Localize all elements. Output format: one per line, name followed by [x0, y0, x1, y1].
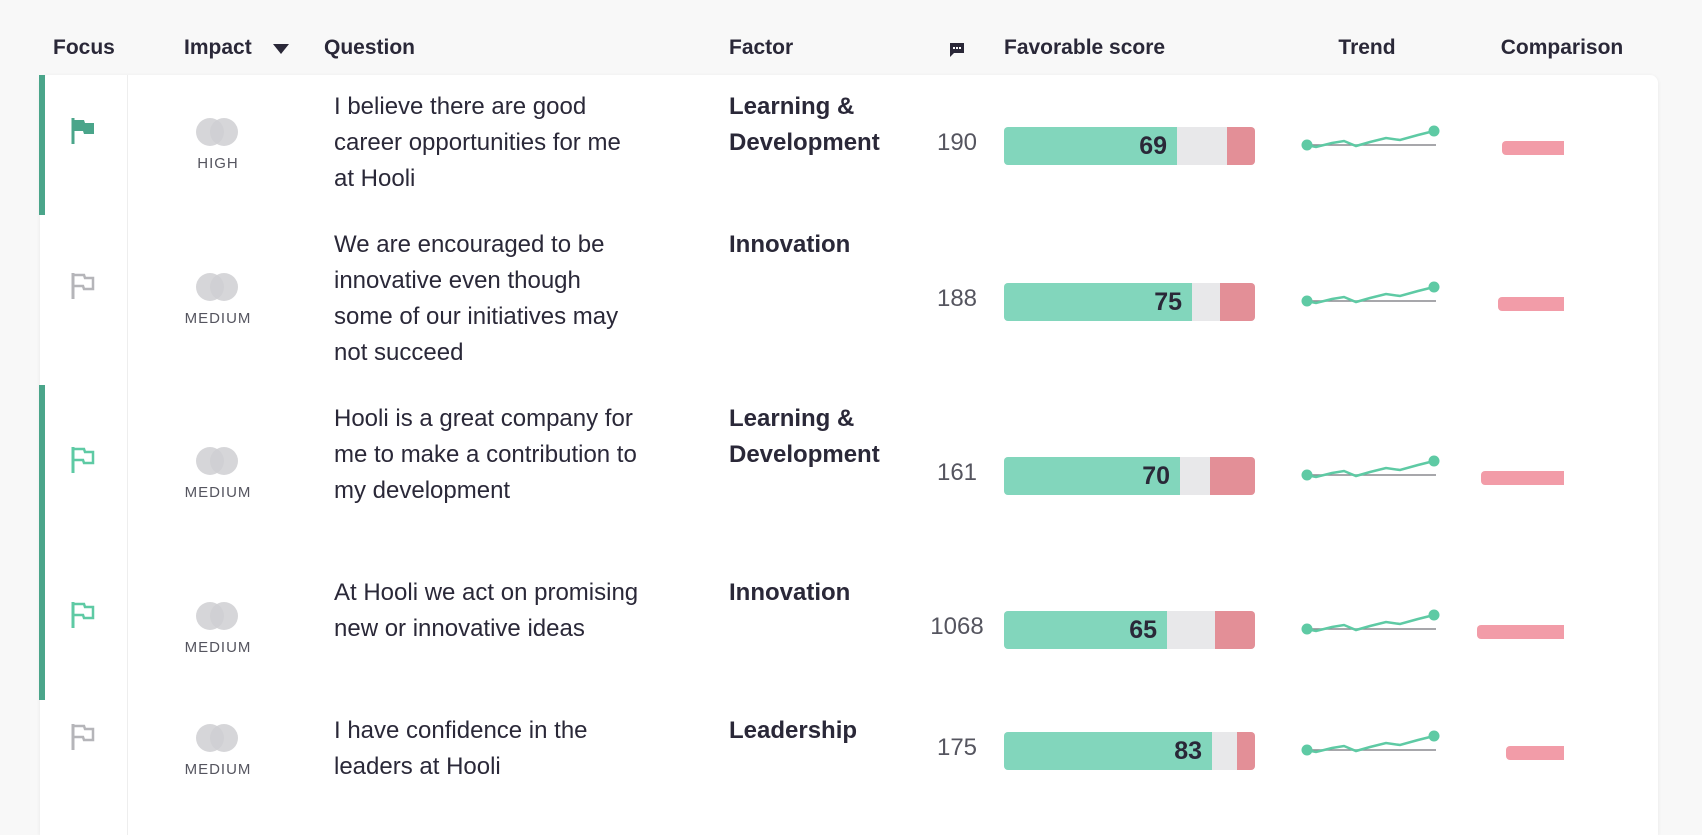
impact-level: MEDIUM	[184, 639, 252, 656]
comparison-fill	[1481, 471, 1564, 485]
favorable-score-value: 69	[1139, 132, 1167, 160]
focus-flag-icon[interactable]	[70, 446, 96, 479]
trend-sparkline[interactable]	[1300, 726, 1440, 767]
header-question: Question	[324, 36, 416, 59]
impact-venn-icon	[195, 116, 239, 153]
comment-count[interactable]: 190	[936, 129, 978, 156]
comparison-bar[interactable]	[1440, 744, 1564, 762]
comparison-fill	[1506, 746, 1564, 760]
question-text[interactable]: I have confidence in the leaders at Hool…	[334, 717, 588, 780]
factor-name[interactable]: Innovation	[729, 231, 851, 258]
focus-indicator	[39, 75, 45, 215]
comment-count[interactable]: 1068	[930, 613, 984, 640]
comparison-bar[interactable]	[1440, 623, 1564, 641]
sort-descending-icon[interactable]	[272, 43, 290, 55]
header-favorable-score[interactable]: Favorable score	[1004, 36, 1166, 59]
impact-venn-icon	[195, 271, 239, 308]
unfavorable-segment	[1237, 732, 1255, 770]
table-row[interactable]: MEDIUM Hooli is a great company for me to…	[0, 385, 1702, 560]
question-text[interactable]: At Hooli we act on promising new or inno…	[334, 579, 639, 642]
header-factor[interactable]: Factor	[729, 36, 794, 59]
table-row[interactable]: MEDIUM At Hooli we act on promising new o…	[0, 560, 1702, 700]
focus-flag-icon[interactable]	[70, 723, 96, 756]
comparison-fill	[1502, 141, 1564, 155]
header-comparison[interactable]: Comparison	[1500, 36, 1624, 59]
comment-count[interactable]: 175	[936, 734, 978, 761]
trend-sparkline[interactable]	[1300, 277, 1440, 318]
comment-count[interactable]: 161	[936, 459, 978, 486]
favorable-segment	[1004, 732, 1212, 770]
focus-flag-icon[interactable]	[70, 117, 96, 150]
question-text[interactable]: We are encouraged to be innovative even …	[334, 231, 619, 366]
table-row[interactable]: MEDIUM We are encouraged to be innovative…	[0, 215, 1702, 385]
favorable-score-bar[interactable]: 70	[1004, 457, 1255, 495]
favorable-segment	[1004, 611, 1167, 649]
favorable-segment	[1004, 457, 1180, 495]
favorable-score-bar[interactable]: 65	[1004, 611, 1255, 649]
header-impact[interactable]: Impact	[184, 36, 252, 59]
impact-venn-icon	[195, 600, 239, 637]
trend-sparkline[interactable]	[1300, 451, 1440, 492]
focus-flag-icon[interactable]	[70, 601, 96, 634]
factor-name[interactable]: Learning & Development	[729, 405, 880, 468]
favorable-score-value: 65	[1129, 616, 1157, 644]
focus-flag-icon[interactable]	[70, 272, 96, 305]
favorable-segment	[1004, 283, 1192, 321]
table-header: Focus Impact Question Factor Favorable s…	[0, 0, 1702, 75]
comment-icon[interactable]	[948, 41, 966, 59]
comparison-bar[interactable]	[1440, 469, 1564, 487]
impact-level: MEDIUM	[184, 484, 252, 501]
factor-name[interactable]: Leadership	[729, 717, 858, 744]
impact-level: MEDIUM	[184, 761, 252, 778]
unfavorable-segment	[1210, 457, 1255, 495]
table-row[interactable]: MEDIUM I have confidence in the leaders a…	[0, 700, 1702, 820]
favorable-score-bar[interactable]: 75	[1004, 283, 1255, 321]
comparison-fill	[1498, 297, 1564, 311]
unfavorable-segment	[1215, 611, 1255, 649]
focus-indicator	[39, 385, 45, 560]
factor-name[interactable]: Learning & Development	[729, 93, 880, 156]
favorable-segment	[1004, 127, 1177, 165]
favorable-score-value: 83	[1174, 737, 1202, 765]
table-row[interactable]: HIGH I believe there are good career oppo…	[0, 75, 1702, 215]
question-text[interactable]: Hooli is a great company for me to make …	[334, 405, 637, 504]
unfavorable-segment	[1227, 127, 1255, 165]
comparison-fill	[1477, 625, 1564, 639]
questions-table	[40, 75, 1658, 835]
impact-level: HIGH	[197, 155, 239, 172]
header-trend: Trend	[1338, 36, 1396, 59]
unfavorable-segment	[1220, 283, 1255, 321]
comment-count[interactable]: 188	[936, 285, 978, 312]
trend-sparkline[interactable]	[1300, 121, 1440, 162]
impact-venn-icon	[195, 445, 239, 482]
favorable-score-value: 75	[1154, 288, 1182, 316]
impact-level: MEDIUM	[184, 310, 252, 327]
trend-sparkline[interactable]	[1300, 605, 1440, 646]
favorable-score-bar[interactable]: 83	[1004, 732, 1255, 770]
favorable-score-value: 70	[1142, 462, 1170, 490]
question-text[interactable]: I believe there are good career opportun…	[334, 93, 621, 192]
focus-column-divider	[127, 75, 128, 835]
focus-indicator	[39, 560, 45, 700]
comparison-bar[interactable]	[1440, 139, 1564, 157]
header-focus[interactable]: Focus	[53, 36, 115, 59]
comparison-bar[interactable]	[1440, 295, 1564, 313]
factor-name[interactable]: Innovation	[729, 579, 851, 606]
impact-venn-icon	[195, 722, 239, 759]
favorable-score-bar[interactable]: 69	[1004, 127, 1255, 165]
